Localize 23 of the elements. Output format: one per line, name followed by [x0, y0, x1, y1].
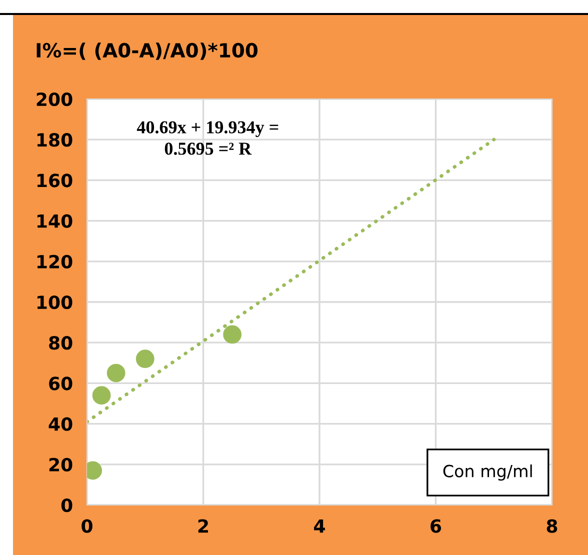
- y-tick-label: 60: [49, 376, 72, 390]
- y-tick-label: 120: [37, 254, 72, 269]
- chart-title: I%=( (A0-A)/A0)*100: [36, 42, 258, 60]
- x-tick-label: 6: [430, 519, 442, 533]
- y-tick-label: 180: [37, 133, 72, 147]
- point: [136, 350, 154, 368]
- y-tick-label: 140: [37, 214, 72, 228]
- y-tick-label: 80: [49, 336, 72, 350]
- x-tick-label: 4: [314, 519, 325, 533]
- x-tick-label: 2: [198, 519, 208, 533]
- y-tick-label: 200: [36, 92, 72, 106]
- y-tick-label: 40: [48, 417, 72, 431]
- point: [223, 325, 242, 344]
- x-tick-label: 0: [82, 519, 92, 533]
- y-tick-label: 100: [37, 295, 72, 310]
- x-tick-label: 8: [546, 519, 558, 533]
- y-tick-label: 20: [49, 458, 72, 472]
- annotation: 40.69x + 19.934y = 0.5695 =² R: [136, 121, 278, 155]
- point: [92, 386, 111, 405]
- x-axis-title: Con mg/ml: [443, 464, 532, 481]
- y-tick-label: 160: [37, 174, 72, 188]
- point: [106, 364, 126, 382]
- y-tick-label: 0: [61, 498, 72, 512]
